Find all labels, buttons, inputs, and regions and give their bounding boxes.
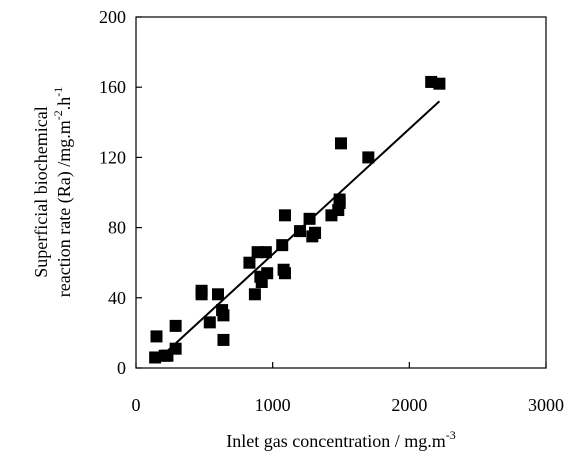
- plot-area-frame: [135, 16, 547, 369]
- y-axis: 0 40 80 120 160 200: [99, 7, 142, 378]
- y-axis-title-sup2: -1: [51, 87, 65, 97]
- y-tick-label: 80: [108, 218, 126, 238]
- data-point: [261, 267, 274, 280]
- x-tick-label: 1000: [255, 395, 291, 415]
- data-point: [278, 209, 291, 222]
- x-axis-title: Inlet gas concentration / mg.m-3: [226, 428, 455, 451]
- y-axis-title-sup1: -2: [51, 110, 65, 120]
- data-point: [259, 246, 272, 259]
- data-point: [169, 319, 182, 332]
- y-axis-title-mid: .h: [54, 97, 74, 111]
- data-point: [248, 288, 261, 301]
- x-axis-title-sup: -3: [446, 428, 456, 442]
- data-point: [203, 316, 216, 329]
- data-point: [195, 284, 208, 297]
- y-axis-title-line1: Superficial biochemical: [31, 106, 51, 277]
- y-tick-label: 120: [99, 147, 126, 167]
- y-axis-title-line2-main: reaction rate (Ra) /mg.m: [54, 120, 75, 297]
- data-point: [243, 256, 256, 269]
- trend-line: [155, 100, 441, 362]
- data-points: [149, 75, 446, 364]
- data-point: [333, 193, 346, 206]
- y-tick-label: 0: [117, 358, 126, 378]
- x-axis: 0 1000 2000 3000: [132, 362, 564, 415]
- data-point: [294, 225, 306, 238]
- data-point: [217, 333, 230, 346]
- x-tick-label: 3000: [528, 395, 564, 415]
- data-point: [309, 226, 322, 239]
- y-tick-label: 160: [99, 77, 126, 97]
- data-point: [362, 151, 375, 164]
- data-point: [303, 212, 316, 225]
- data-point: [278, 267, 291, 280]
- data-point: [251, 246, 264, 259]
- y-tick-label: 200: [99, 7, 126, 27]
- y-axis-title-line2: reaction rate (Ra) /mg.m-2.h-1: [51, 87, 75, 297]
- data-point: [433, 77, 446, 90]
- data-point: [217, 309, 230, 322]
- x-tick-label: 0: [132, 395, 141, 415]
- data-point: [150, 330, 163, 343]
- x-tick-label: 2000: [391, 395, 427, 415]
- data-point: [212, 288, 224, 301]
- x-axis-title-text: Inlet gas concentration / mg.m: [226, 431, 445, 451]
- y-tick-label: 40: [108, 288, 126, 308]
- data-point: [335, 137, 347, 150]
